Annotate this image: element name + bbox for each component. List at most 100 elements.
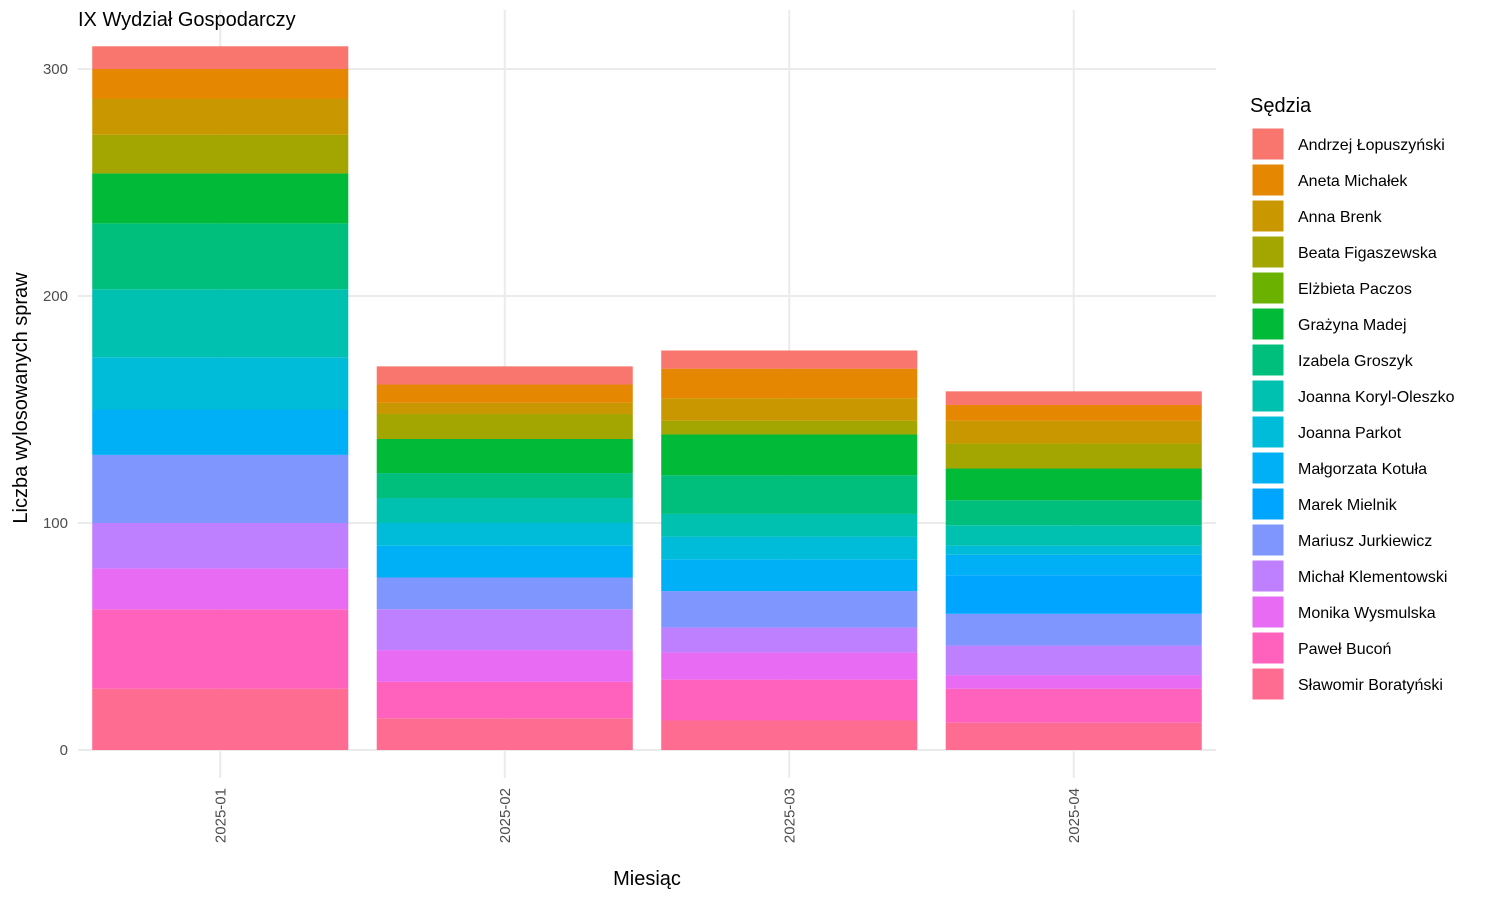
legend-swatch — [1251, 451, 1285, 485]
legend-swatch — [1251, 127, 1285, 161]
legend-label: Małgorzata Kotuła — [1298, 461, 1427, 478]
y-tick-label: 200 — [43, 288, 68, 305]
bar-segment — [945, 500, 1202, 526]
bar-segment — [661, 350, 918, 369]
bar-segment — [661, 559, 918, 592]
bar-stack-2025-02 — [376, 366, 633, 750]
legend-swatch — [1251, 595, 1285, 629]
legend-label: Grażyna Madej — [1298, 317, 1407, 334]
legend-swatch — [1251, 163, 1285, 197]
x-tick-label: 2025-04 — [1066, 788, 1083, 843]
bar-segment — [376, 609, 633, 651]
legend-swatch — [1251, 343, 1285, 377]
bar-segment — [945, 675, 1202, 689]
bar-segment — [661, 513, 918, 537]
bar-segment — [945, 525, 1202, 546]
bar-stack-2025-01 — [92, 46, 349, 750]
bar-segment — [661, 398, 918, 421]
legend-item: Andrzej Łopuszyński — [1251, 127, 1445, 161]
legend-item: Elżbieta Paczos — [1251, 271, 1412, 305]
legend-swatch — [1251, 487, 1285, 521]
bar-segment — [661, 434, 918, 476]
bar-segment — [945, 645, 1202, 676]
bar-segment — [945, 613, 1202, 646]
bar-segment — [945, 722, 1202, 750]
bar-segment — [376, 650, 633, 682]
bar-segment — [376, 498, 633, 523]
bar-segment — [92, 223, 349, 290]
legend-swatch — [1251, 379, 1285, 413]
bar-segment — [661, 652, 918, 680]
bar-segment — [92, 357, 349, 410]
bar-segment — [376, 402, 633, 415]
bar-segment — [945, 688, 1202, 723]
legend-item: Grażyna Madej — [1251, 307, 1407, 341]
bar-segment — [92, 134, 349, 174]
bar-segment — [661, 368, 918, 399]
legend-label: Monika Wysmulska — [1298, 605, 1436, 622]
legend-swatch — [1251, 667, 1285, 701]
y-tick-label: 300 — [43, 61, 68, 78]
bar-stack-2025-03 — [661, 350, 918, 750]
legend-item: Marek Mielnik — [1251, 487, 1398, 521]
bar-segment — [92, 454, 349, 523]
bar-segment — [376, 545, 633, 578]
legend-item: Mariusz Jurkiewicz — [1251, 523, 1432, 557]
legend-item: Beata Figaszewska — [1251, 235, 1437, 269]
legend-swatch — [1251, 271, 1285, 305]
x-tick-label: 2025-02 — [497, 788, 514, 843]
legend-label: Joanna Parkot — [1298, 425, 1402, 442]
bar-segment — [92, 98, 349, 135]
legend-label: Joanna Koryl-Oleszko — [1298, 389, 1455, 406]
legend-label: Sławomir Boratyński — [1298, 677, 1443, 694]
legend-item: Sławomir Boratyński — [1251, 667, 1443, 701]
legend-label: Andrzej Łopuszyński — [1298, 137, 1445, 154]
legend-label: Beata Figaszewska — [1298, 245, 1437, 262]
bar-segment — [661, 627, 918, 653]
bar-segment — [661, 679, 918, 721]
legend-label: Michał Klementowski — [1298, 569, 1447, 586]
legend-swatch — [1251, 559, 1285, 593]
bar-segment — [376, 439, 633, 474]
bar-segment — [945, 391, 1202, 405]
legend-item: Anna Brenk — [1251, 199, 1383, 233]
bar-segment — [661, 475, 918, 514]
bars-layer — [92, 46, 1202, 750]
bar-segment — [92, 523, 349, 569]
bar-segment — [661, 591, 918, 628]
legend-label: Aneta Michałek — [1298, 173, 1408, 190]
bar-segment — [92, 69, 349, 99]
legend-label: Marek Mielnik — [1298, 497, 1398, 514]
bar-segment — [945, 545, 1202, 555]
legend-item: Michał Klementowski — [1251, 559, 1447, 593]
x-tick-label: 2025-03 — [781, 788, 798, 843]
bar-segment — [92, 409, 349, 455]
legend-swatch — [1251, 235, 1285, 269]
legend: Sędzia Andrzej Łopuszyński Aneta Michałek… — [1250, 95, 1455, 701]
bar-segment — [92, 173, 349, 224]
bar-segment — [376, 473, 633, 499]
bar-segment — [661, 536, 918, 560]
y-tick-label: 100 — [43, 515, 68, 532]
bar-segment — [376, 681, 633, 719]
legend-title: Sędzia — [1250, 95, 1312, 117]
legend-item: Joanna Koryl-Oleszko — [1251, 379, 1455, 413]
bar-segment — [945, 575, 1202, 614]
legend-item: Monika Wysmulska — [1251, 595, 1436, 629]
bar-segment — [945, 468, 1202, 501]
y-axis-title: Liczba wylosowanych spraw — [10, 272, 32, 524]
legend-swatch — [1251, 415, 1285, 449]
legend-swatch — [1251, 631, 1285, 665]
legend-item: Paweł Bucoń — [1251, 631, 1391, 665]
legend-item: Izabela Groszyk — [1251, 343, 1414, 377]
legend-label: Elżbieta Paczos — [1298, 281, 1412, 298]
bar-segment — [945, 404, 1202, 421]
bar-segment — [92, 568, 349, 610]
bar-segment — [376, 523, 633, 546]
bar-segment — [661, 720, 918, 750]
legend-label: Paweł Bucoń — [1298, 641, 1391, 658]
bar-segment — [376, 384, 633, 403]
legend-label: Izabela Groszyk — [1298, 353, 1414, 370]
